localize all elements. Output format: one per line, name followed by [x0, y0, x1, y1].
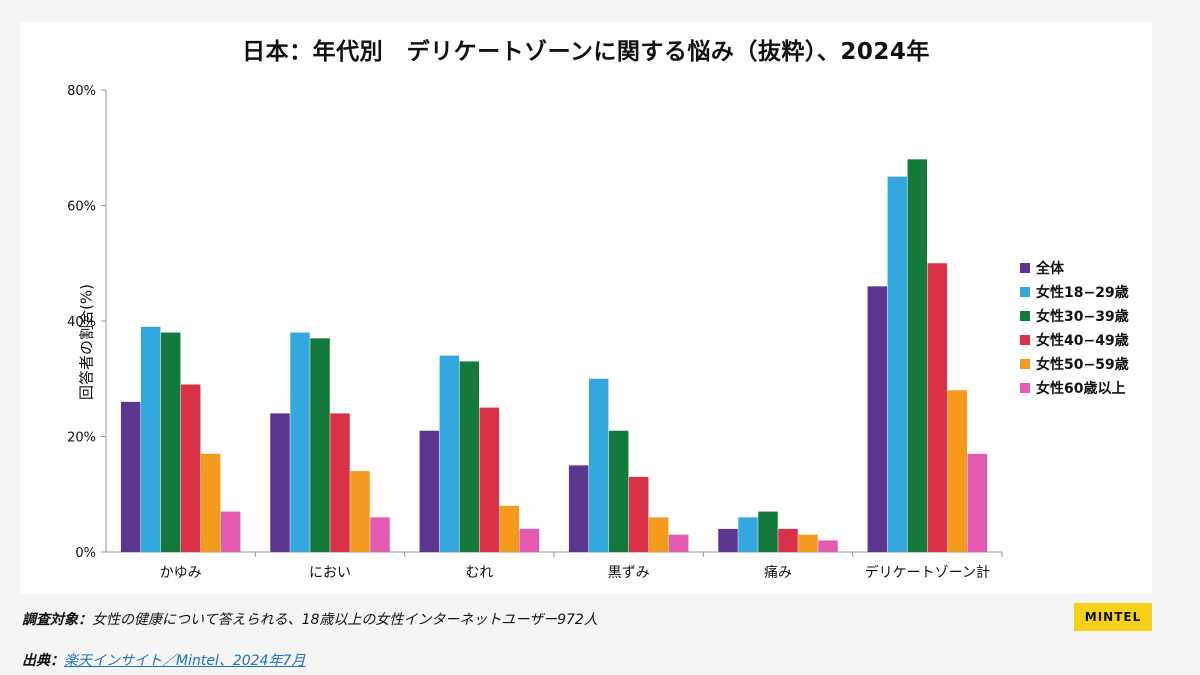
survey-note-text: 女性の健康について答えられる、18歳以上の女性インターネットユーザー972人: [92, 612, 598, 628]
bar: [867, 286, 888, 552]
bar: [370, 517, 390, 552]
chart-title: 日本：年代別 デリケートゾーンに関する悩み（抜粋）、2024年: [242, 39, 930, 65]
mintel-logo: MINTEL: [1074, 603, 1152, 631]
bar: [588, 378, 609, 552]
legend-label: 女性30−39歳: [1036, 309, 1129, 325]
bar: [818, 540, 838, 552]
bar: [180, 384, 201, 552]
legend-item: 女性18−29歳: [1020, 280, 1129, 304]
legend-item: 全体: [1020, 256, 1129, 280]
legend-label: 女性60歳以上: [1036, 381, 1126, 397]
legend-swatch: [1020, 287, 1030, 297]
x-tick-label: 痛み: [764, 564, 792, 581]
bar: [887, 176, 908, 552]
legend-swatch: [1020, 359, 1030, 369]
legend-label: 女性50−59歳: [1036, 357, 1129, 373]
legend-label: 全体: [1036, 261, 1064, 277]
bar: [758, 511, 778, 552]
bar: [330, 413, 350, 552]
chart-panel: 日本：年代別 デリケートゾーンに関する悩み（抜粋）、2024年 0% 20% 40%…: [20, 22, 1152, 594]
bar: [160, 332, 181, 552]
bar: [798, 534, 818, 552]
y-tick-label: 60%: [67, 200, 96, 215]
y-tick-label: 0%: [75, 546, 96, 561]
bar: [290, 332, 310, 552]
bar: [668, 534, 689, 552]
bar: [568, 465, 589, 552]
bar-chart: 0% 20% 40% 60% 80% かゆみ におい むれ 黒ずみ 痛み デリケートゾーン計: [67, 84, 1003, 581]
bar: [738, 517, 758, 552]
legend-label: 女性40−49歳: [1036, 333, 1129, 349]
bar: [459, 361, 480, 552]
bar: [439, 355, 460, 552]
legend: 全体女性18−29歳 女性30−39歳 女性40−49歳 女性50−59歳 女性60歳以…: [1020, 256, 1129, 400]
bar: [200, 453, 221, 552]
source-label: 出典：: [22, 653, 64, 669]
legend-label: 女性18−29歳: [1036, 285, 1129, 301]
bar: [310, 338, 330, 552]
survey-note: 調査対象：女性の健康について答えられる、18歳以上の女性インターネットユーザー9…: [22, 609, 598, 629]
bar: [608, 430, 629, 552]
legend-swatch: [1020, 263, 1030, 273]
x-tick-label: デリケートゾーン計: [865, 564, 990, 581]
bar: [419, 430, 440, 552]
source-link[interactable]: 楽天インサイト／Mintel、2024年7月: [64, 653, 306, 669]
y-tick-label: 20%: [67, 431, 96, 446]
bar: [120, 401, 141, 552]
bar: [519, 528, 540, 552]
bar: [907, 159, 928, 553]
x-tick-label: におい: [309, 565, 351, 581]
bar: [718, 528, 738, 552]
y-tick-label: 40%: [67, 315, 96, 330]
y-axis-label: 回答者の割合(%): [77, 284, 96, 400]
x-tick-label: むれ: [465, 565, 493, 581]
bar: [778, 528, 798, 552]
legend-item: 女性60歳以上: [1020, 376, 1129, 400]
x-tick-label: かゆみ: [160, 565, 202, 581]
bar: [270, 413, 290, 552]
x-tick-label: 黒ずみ: [608, 565, 650, 581]
bar: [967, 453, 988, 552]
source-note: 出典：楽天インサイト／Mintel、2024年7月: [22, 650, 305, 670]
bar: [140, 326, 161, 552]
bar: [499, 505, 520, 552]
bar: [947, 390, 968, 552]
bar: [350, 471, 370, 552]
legend-swatch: [1020, 383, 1030, 393]
legend-swatch: [1020, 311, 1030, 321]
legend-item: 女性40−49歳: [1020, 328, 1129, 352]
bar: [927, 263, 948, 552]
bar: [479, 407, 500, 552]
y-tick-label: 80%: [67, 84, 96, 99]
legend-swatch: [1020, 335, 1030, 345]
bar: [220, 511, 241, 552]
survey-note-label: 調査対象：: [22, 612, 92, 628]
legend-item: 女性50−59歳: [1020, 352, 1129, 376]
bar: [648, 517, 669, 552]
bar: [628, 476, 649, 552]
legend-item: 女性30−39歳: [1020, 304, 1129, 328]
